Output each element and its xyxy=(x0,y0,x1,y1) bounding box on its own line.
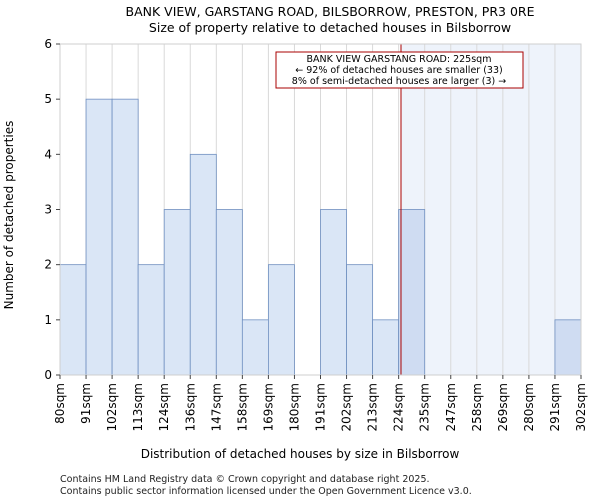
x-tick-label: 147sqm xyxy=(209,383,223,431)
y-tick-label: 5 xyxy=(44,92,52,106)
x-tick-label: 124sqm xyxy=(157,383,171,431)
y-tick-label: 4 xyxy=(44,147,52,161)
chart-subtitle: Size of property relative to detached ho… xyxy=(149,20,511,35)
x-tick-label: 158sqm xyxy=(235,383,249,431)
bar-213sqm xyxy=(372,319,400,376)
x-tick-label: 80sqm xyxy=(53,383,67,424)
footer-line-2: Contains public sector information licen… xyxy=(60,486,472,497)
y-tick-label: 3 xyxy=(44,203,52,217)
annotation-frame xyxy=(275,51,524,89)
x-tick-label: 258sqm xyxy=(470,383,484,431)
footer-line-1: Contains HM Land Registry data © Crown c… xyxy=(60,474,430,485)
annotation-line-1: BANK VIEW GARSTANG ROAD: 225sqm xyxy=(307,54,492,65)
bar-224sqm xyxy=(398,209,426,376)
x-tick-label: 202sqm xyxy=(340,383,354,431)
bar-136sqm xyxy=(189,153,217,376)
chart-title: BANK VIEW, GARSTANG ROAD, BILSBORROW, PR… xyxy=(126,4,535,19)
x-tick-label: 302sqm xyxy=(574,383,588,431)
y-tick-label: 1 xyxy=(44,313,52,327)
x-tick-label: 291sqm xyxy=(548,383,562,431)
annotation-box: BANK VIEW GARSTANG ROAD: 225sqm ← 92% of… xyxy=(275,51,524,89)
bar-102sqm xyxy=(111,98,139,376)
bars xyxy=(59,98,582,376)
x-tick-label: 102sqm xyxy=(105,383,119,431)
x-tick-label: 213sqm xyxy=(366,383,380,431)
bar-158sqm xyxy=(241,319,269,376)
y-axis-label: Number of detached properties xyxy=(2,121,16,310)
bar-291sqm xyxy=(554,319,582,376)
x-tick-label: 169sqm xyxy=(261,383,275,431)
y-tick-label: 2 xyxy=(44,258,52,272)
bar-124sqm xyxy=(163,209,191,376)
bar-202sqm xyxy=(346,264,373,376)
annotation-line-3: 8% of semi-detached houses are larger (3… xyxy=(292,76,506,87)
bar-80sqm xyxy=(59,264,87,376)
x-tick-label: 224sqm xyxy=(392,383,406,431)
bar-191sqm xyxy=(320,209,347,376)
x-tick-label: 235sqm xyxy=(418,383,432,431)
y-tick-label: 6 xyxy=(44,37,52,51)
bar-147sqm xyxy=(215,209,243,376)
x-tick-label: 136sqm xyxy=(183,383,197,431)
y-axis-ticks: 0 1 2 3 4 5 6 xyxy=(44,37,60,382)
y-tick-label: 0 xyxy=(44,368,52,382)
x-tick-label: 269sqm xyxy=(496,383,510,431)
x-axis-ticks: 80sqm 91sqm 102sqm 113sqm 124sqm 136sqm 147sqm… xyxy=(53,375,588,431)
x-axis-label: Distribution of detached houses by size … xyxy=(141,447,460,461)
annotation-line-2: ← 92% of detached houses are smaller (33… xyxy=(295,65,502,76)
x-tick-label: 247sqm xyxy=(444,383,458,431)
highlight-region xyxy=(400,44,581,375)
bar-91sqm xyxy=(85,98,113,376)
bar-113sqm xyxy=(137,264,165,376)
bar-169sqm xyxy=(267,264,295,376)
x-tick-label: 191sqm xyxy=(314,383,328,431)
x-tick-label: 91sqm xyxy=(79,383,93,424)
x-tick-label: 113sqm xyxy=(131,383,145,431)
x-tick-label: 180sqm xyxy=(287,383,301,431)
x-tick-label: 280sqm xyxy=(522,383,536,431)
